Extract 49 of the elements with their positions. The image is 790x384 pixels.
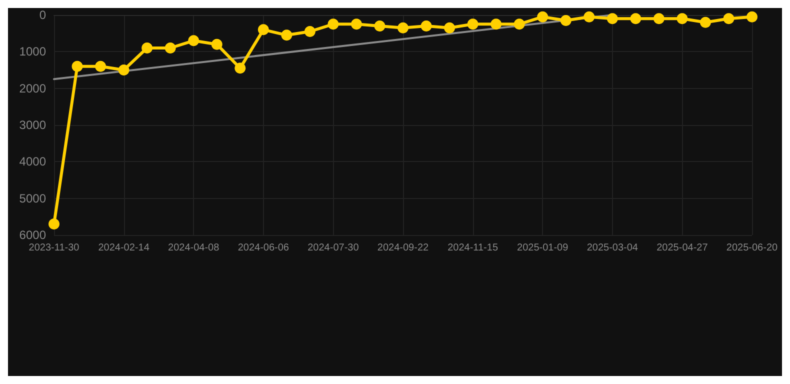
x-tick-label: 2025-06-20 [726,242,778,254]
point [606,13,618,24]
point [560,15,572,26]
x-tick-label: 2024-09-22 [377,242,430,254]
point [48,218,60,230]
point [374,20,386,32]
point [420,20,432,32]
point [700,16,711,28]
point [723,13,734,24]
point [304,26,316,37]
point [746,11,758,22]
point [142,42,153,54]
point [444,22,456,34]
point [72,60,83,72]
point [676,13,688,24]
y-tick-label: 5000 [19,191,46,206]
y-tick-label: 4000 [19,154,46,169]
point [537,11,548,22]
point [211,38,222,50]
point [653,13,664,24]
point [467,18,478,30]
y-tick-label: 2000 [19,81,46,96]
point [398,22,408,34]
x-tick-label: 2024-07-30 [308,242,360,254]
point [95,60,106,72]
point [490,18,502,30]
x-tick-label: 2024-04-08 [168,242,220,254]
x-tick-label: 2024-11-15 [448,242,498,254]
point [234,62,246,74]
point [630,13,642,24]
point [118,64,130,76]
y-tick-label: 1000 [19,44,46,59]
x-tick-label: 2023-11-30 [28,242,80,254]
point [258,24,269,36]
point [584,11,595,22]
point [188,35,200,46]
point [328,18,339,30]
x-tick-label: 2024-02-14 [98,242,150,254]
y-tick-label: 0 [39,8,46,22]
y-tick-label: 6000 [19,228,46,242]
point [164,42,176,54]
y-tick-label: 3000 [19,118,46,132]
x-tick-label: 2025-04-27 [656,242,708,254]
x-tick-label: 2024-06-06 [238,242,290,254]
point [350,18,362,30]
x-tick-label: 2025-01-09 [517,242,569,254]
point [281,30,292,41]
point [514,18,525,30]
x-tick-label: 2025-03-04 [586,242,638,254]
